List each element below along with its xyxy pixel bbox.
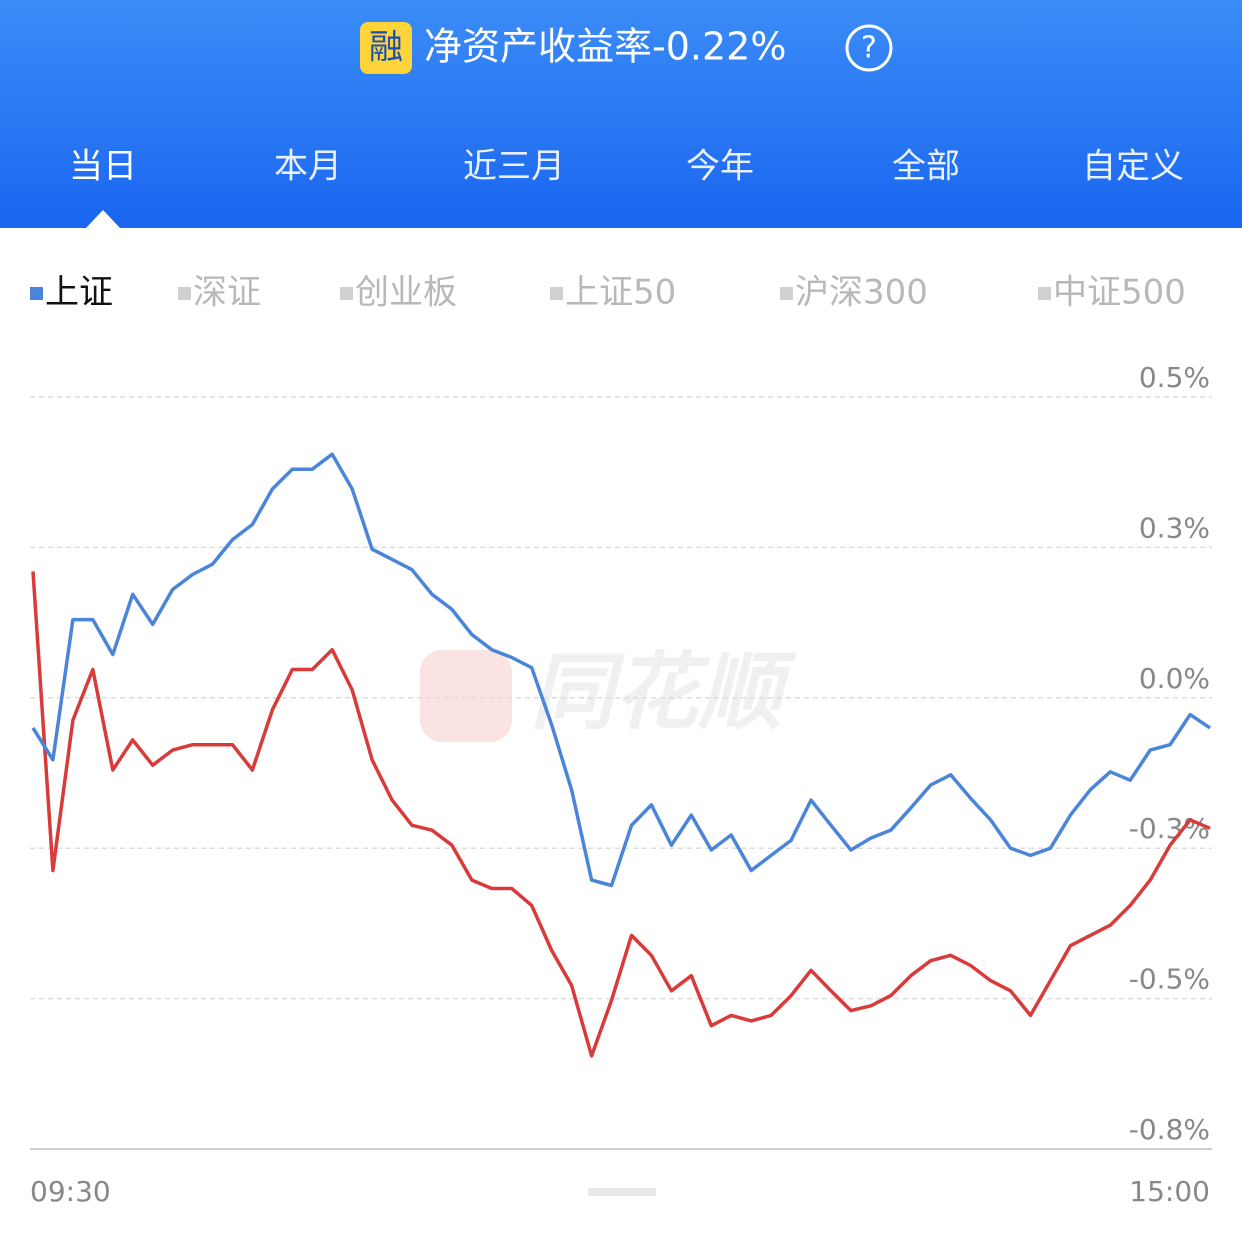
x-tick-label: 15:00: [1129, 1175, 1210, 1208]
y-tick-label: 0.5%: [1139, 361, 1210, 394]
y-tick-label: -0.8%: [1129, 1113, 1210, 1146]
legend-swatch[interactable]: [1038, 287, 1051, 300]
index-tab[interactable]: 深证: [193, 273, 261, 313]
y-tick-label: 0.0%: [1139, 662, 1210, 695]
legend-swatch[interactable]: [340, 287, 353, 300]
index-tab[interactable]: 创业板: [355, 273, 457, 313]
series-line: [31, 452, 1211, 888]
help-mark[interactable]: ?: [861, 31, 877, 66]
header-bg: [0, 0, 1242, 228]
period-tab[interactable]: 当日: [69, 147, 137, 187]
y-tick-label: -0.3%: [1129, 812, 1210, 845]
legend-swatch[interactable]: [780, 287, 793, 300]
legend-swatch[interactable]: [550, 287, 563, 300]
period-tab[interactable]: 本月: [274, 147, 342, 187]
header-title: 净资产收益率-0.22%: [424, 25, 786, 69]
y-tick-label: -0.5%: [1129, 963, 1210, 996]
legend-swatch[interactable]: [30, 287, 43, 300]
y-tick-label: 0.3%: [1139, 511, 1210, 544]
badge-bg: [360, 22, 412, 74]
series-line: [31, 571, 1211, 1058]
period-tab[interactable]: 近三月: [463, 147, 565, 187]
period-tab[interactable]: 自定义: [1082, 147, 1184, 187]
help-icon[interactable]: [845, 24, 893, 72]
tab-indicator: [86, 210, 120, 228]
watermark: 同花顺: [530, 643, 797, 741]
index-tab[interactable]: 沪深300: [795, 273, 928, 313]
index-tab[interactable]: 中证500: [1053, 273, 1186, 313]
period-tab[interactable]: 今年: [686, 147, 754, 187]
x-tick-label: 09:30: [30, 1175, 111, 1208]
index-tab[interactable]: 上证50: [565, 273, 676, 313]
legend-swatch[interactable]: [178, 287, 191, 300]
watermark-logo: [420, 650, 512, 742]
scroll-hint: [588, 1188, 656, 1196]
badge: 融: [369, 28, 403, 68]
period-tab[interactable]: 全部: [892, 147, 960, 187]
index-tab[interactable]: 上证: [45, 273, 113, 313]
content-bg: [0, 228, 1242, 1249]
